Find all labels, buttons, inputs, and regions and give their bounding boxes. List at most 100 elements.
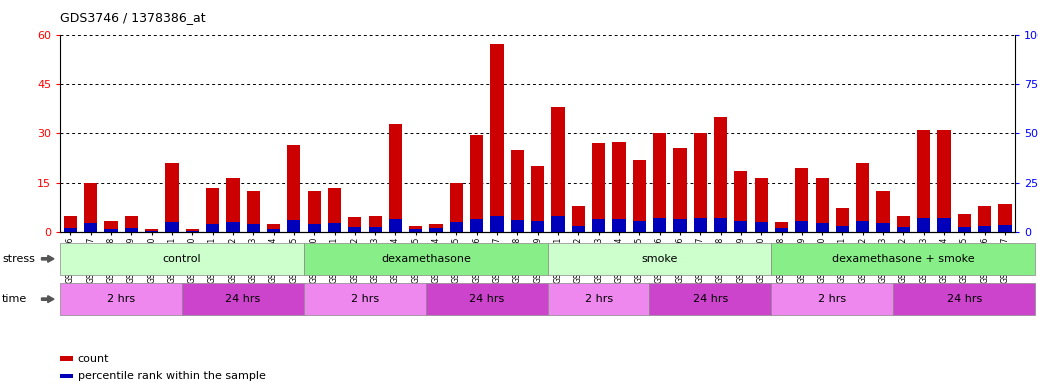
Text: 24 hrs: 24 hrs (469, 294, 504, 304)
Bar (226, 222, 240, 232)
Bar (856, 222, 870, 232)
Bar (775, 228, 788, 232)
Text: dexamethasone + smoke: dexamethasone + smoke (832, 254, 975, 264)
Bar (937, 130, 951, 232)
Bar (288, 220, 300, 232)
Bar (734, 222, 747, 232)
Bar (105, 221, 117, 232)
Bar (816, 178, 828, 232)
Bar (165, 222, 179, 232)
Bar (84, 223, 98, 232)
Bar (145, 231, 158, 232)
Bar (918, 218, 930, 232)
Bar (490, 45, 503, 232)
Bar (470, 220, 484, 232)
Bar (876, 191, 890, 232)
Bar (125, 228, 138, 232)
Bar (674, 148, 686, 232)
Bar (105, 229, 117, 232)
Text: time: time (2, 294, 27, 304)
Bar (633, 160, 646, 232)
Bar (999, 204, 1012, 232)
Bar (206, 224, 219, 232)
Bar (836, 227, 849, 232)
Bar (978, 227, 991, 232)
Bar (693, 134, 707, 232)
Bar (693, 218, 707, 232)
Text: stress: stress (2, 254, 35, 264)
Bar (165, 163, 179, 232)
Text: 2 hrs: 2 hrs (107, 294, 135, 304)
Bar (755, 178, 768, 232)
Text: 24 hrs: 24 hrs (692, 294, 728, 304)
Bar (247, 224, 260, 232)
Bar (836, 208, 849, 232)
Bar (389, 220, 402, 232)
Bar (918, 130, 930, 232)
Bar (368, 227, 382, 232)
Text: 2 hrs: 2 hrs (584, 294, 612, 304)
Bar (449, 183, 463, 232)
Bar (511, 220, 524, 232)
Bar (734, 171, 747, 232)
Bar (348, 217, 361, 232)
Bar (63, 216, 77, 232)
Bar (490, 215, 503, 232)
Text: 2 hrs: 2 hrs (818, 294, 846, 304)
Bar (999, 225, 1012, 232)
Bar (958, 227, 971, 232)
Bar (409, 226, 422, 232)
Text: percentile rank within the sample: percentile rank within the sample (78, 371, 266, 381)
Bar (145, 229, 158, 232)
Bar (612, 220, 626, 232)
Bar (592, 220, 605, 232)
Bar (247, 191, 260, 232)
Bar (572, 227, 585, 232)
Bar (307, 224, 321, 232)
Bar (551, 107, 565, 232)
Bar (633, 222, 646, 232)
Bar (84, 183, 98, 232)
Bar (714, 218, 728, 232)
Text: 24 hrs: 24 hrs (225, 294, 261, 304)
Bar (348, 227, 361, 232)
Bar (511, 150, 524, 232)
Text: 24 hrs: 24 hrs (947, 294, 982, 304)
Bar (551, 215, 565, 232)
Bar (897, 216, 910, 232)
Bar (449, 222, 463, 232)
Bar (816, 223, 828, 232)
Bar (470, 135, 484, 232)
Bar (267, 229, 280, 232)
Bar (226, 178, 240, 232)
Text: control: control (163, 254, 201, 264)
Bar (978, 206, 991, 232)
Text: count: count (78, 354, 109, 364)
Bar (307, 191, 321, 232)
Bar (755, 222, 768, 232)
Text: smoke: smoke (641, 254, 678, 264)
Bar (876, 223, 890, 232)
Bar (795, 168, 809, 232)
Text: GDS3746 / 1378386_at: GDS3746 / 1378386_at (60, 12, 206, 25)
Bar (958, 214, 971, 232)
Bar (572, 206, 585, 232)
Bar (897, 227, 910, 232)
Bar (531, 222, 544, 232)
Bar (531, 166, 544, 232)
Bar (368, 216, 382, 232)
Bar (653, 134, 666, 232)
Bar (63, 228, 77, 232)
Bar (714, 117, 728, 232)
Bar (409, 229, 422, 232)
Bar (125, 216, 138, 232)
Bar (328, 223, 342, 232)
Bar (795, 222, 809, 232)
Bar (674, 220, 686, 232)
Bar (186, 229, 199, 232)
Bar (389, 124, 402, 232)
Bar (206, 188, 219, 232)
Bar (186, 231, 199, 232)
Text: 2 hrs: 2 hrs (351, 294, 379, 304)
Bar (267, 224, 280, 232)
